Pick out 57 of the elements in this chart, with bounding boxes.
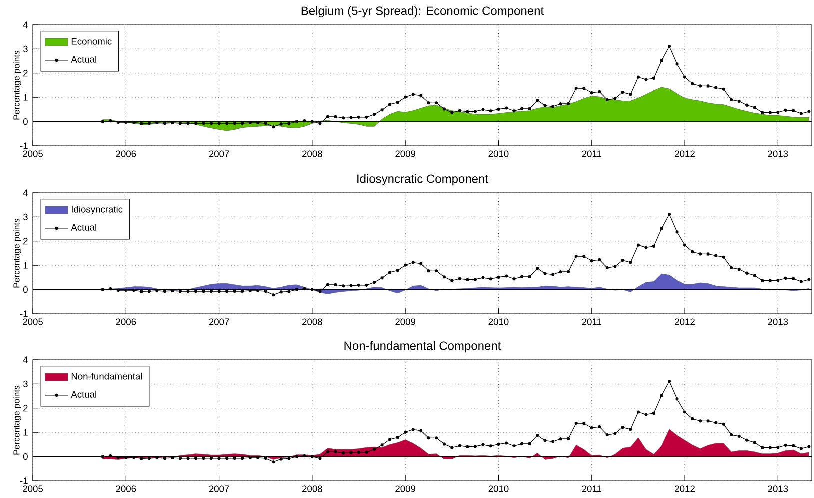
x-tick-label: 2013 — [768, 318, 788, 326]
y-tick-label: 3 — [23, 214, 28, 220]
y-axis-title: Percentage points — [13, 50, 22, 120]
y-tick-label: 2 — [24, 70, 28, 77]
y-tick-label: 4 — [23, 356, 28, 364]
legend-label: Actual — [71, 391, 96, 398]
y-tick-label: 3 — [23, 380, 28, 388]
y-tick-label: 0 — [23, 286, 28, 294]
x-tick-label: 2010 — [488, 150, 509, 158]
y-tick-label: 4 — [23, 190, 28, 196]
legend-label: Idiosyncratic — [72, 206, 123, 215]
x-tick-label: 2008 — [302, 150, 322, 158]
x-tick-label: 2012 — [675, 486, 695, 492]
y-tick-label: -1 — [20, 310, 28, 318]
y-tick-label: 3 — [23, 46, 28, 52]
legend-label: Actual — [71, 224, 96, 231]
legend-label: Economic — [72, 38, 112, 45]
x-tick-label: 2008 — [302, 486, 322, 492]
x-tick-label: 2012 — [675, 318, 695, 326]
legend-label: Actual — [71, 56, 96, 63]
x-tick-label: 2011 — [582, 150, 602, 158]
x-tick-label: 2006 — [116, 318, 136, 326]
y-tick-label: -1 — [20, 142, 28, 150]
x-tick-label: 2007 — [209, 318, 230, 326]
x-tick-label: 2013 — [768, 150, 788, 158]
x-tick-label: 2006 — [116, 486, 136, 492]
x-tick-label: 2009 — [396, 486, 416, 492]
chart-title: Idiosyncratic Component — [358, 174, 488, 186]
y-tick-label: 4 — [23, 22, 28, 28]
y-tick-label: 2 — [24, 238, 28, 245]
x-tick-label: 2005 — [23, 486, 43, 492]
x-tick-label: 2007 — [209, 150, 230, 158]
chart-title: Non-fundamental Component — [344, 341, 502, 353]
y-tick-label: -1 — [20, 478, 28, 484]
x-tick-label: 2010 — [488, 318, 509, 326]
y-axis-title: Percentage points — [13, 386, 22, 455]
legend-label: Non-fundamental — [72, 372, 142, 380]
x-tick-label: 2011 — [582, 318, 602, 326]
x-tick-label: 2010 — [488, 486, 509, 492]
x-tick-label: 2005 — [23, 150, 43, 158]
y-tick-label: 1 — [24, 94, 28, 101]
x-tick-label: 2005 — [23, 318, 43, 326]
y-tick-label: 2 — [24, 405, 28, 412]
y-tick-label: 0 — [23, 453, 28, 460]
x-tick-label: 2011 — [582, 486, 602, 492]
y-tick-label: 0 — [23, 118, 28, 126]
x-tick-label: 2006 — [116, 150, 136, 158]
y-axis-title: Percentage points — [13, 218, 22, 288]
y-tick-label: 1 — [24, 429, 28, 436]
x-tick-label: 2012 — [675, 150, 695, 158]
x-tick-label: 2008 — [302, 318, 322, 326]
x-tick-label: 2009 — [396, 150, 416, 158]
x-tick-label: 2013 — [768, 486, 788, 492]
chart-title: Belgium (5-yr Spread): Economic Component — [302, 6, 544, 18]
x-tick-label: 2007 — [209, 486, 230, 492]
y-tick-label: 1 — [24, 262, 28, 269]
x-tick-label: 2009 — [396, 318, 416, 326]
